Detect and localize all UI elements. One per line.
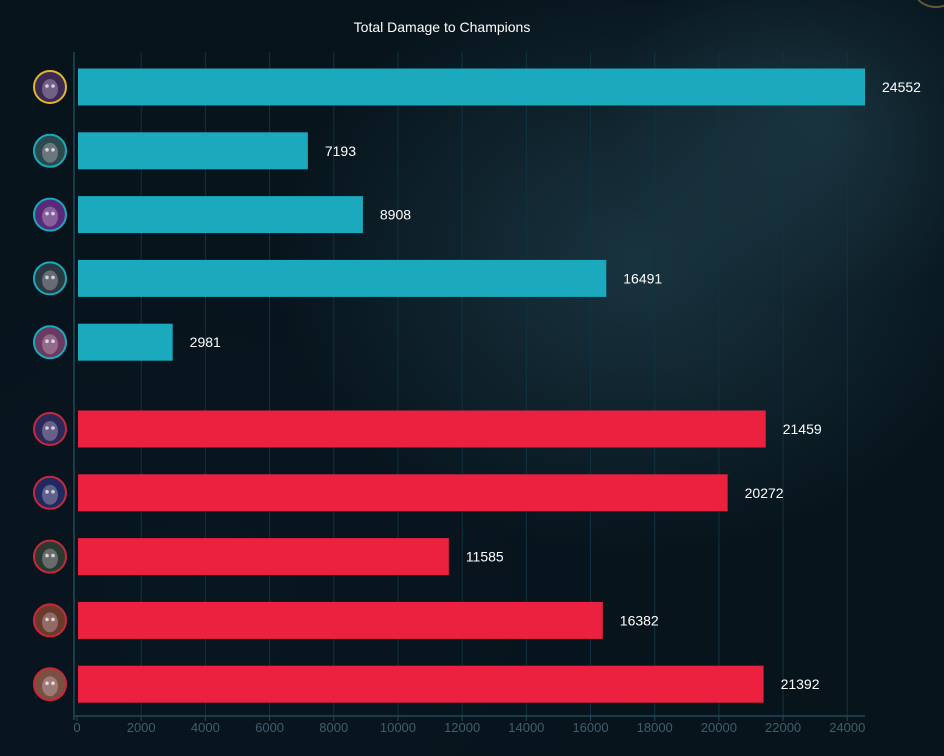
champion-portrait-icon: [33, 70, 67, 104]
chart-title: Total Damage to Champions: [353, 19, 531, 35]
champion-portrait-icon: [33, 475, 67, 510]
champion-portrait-icon: [33, 539, 67, 574]
x-tick-label: 14000: [508, 720, 544, 735]
x-tick-label: 6000: [255, 720, 284, 735]
blue-team-bar: [78, 68, 865, 106]
blue-team-bar: [78, 323, 173, 361]
blue-team-bar: [78, 132, 308, 170]
x-tick-label: 8000: [319, 720, 348, 735]
red-team-value-label: 21459: [783, 421, 822, 437]
champion-portrait-icon: [33, 603, 67, 638]
x-tick-label: 0: [73, 720, 80, 735]
x-tick-label: 22000: [765, 720, 801, 735]
x-tick-label: 20000: [701, 720, 737, 735]
blue-team-value-label: 8908: [380, 207, 411, 223]
champion-portrait-icon: [33, 325, 67, 360]
blue-team-bar: [78, 196, 363, 234]
x-tick-label: 18000: [637, 720, 673, 735]
red-team-value-label: 16382: [620, 612, 659, 628]
blue-team-value-label: 16491: [623, 270, 662, 286]
red-team-bar: [78, 601, 603, 639]
champion-portrait-icon: [33, 412, 67, 446]
blue-team-bar: [78, 259, 607, 297]
x-tick-label: 12000: [444, 720, 480, 735]
red-team-bar: [78, 474, 728, 512]
blue-team-value-label: 2981: [190, 334, 221, 350]
red-team-value-label: 20272: [745, 485, 784, 501]
blue-team-value-label: 7193: [325, 143, 356, 159]
red-team-value-label: 21392: [781, 676, 820, 692]
champion-portrait-icon: [33, 133, 67, 168]
x-tick-label: 4000: [191, 720, 220, 735]
red-team-bar: [78, 410, 766, 448]
red-team-bar: [78, 665, 764, 703]
red-team-bar: [78, 538, 449, 576]
red-team-value-label: 11585: [466, 549, 504, 565]
champion-portrait-icon: [33, 667, 67, 702]
blue-team-value-label: 24552: [882, 79, 921, 95]
x-tick-label: 24000: [829, 720, 865, 735]
champion-portrait-icon: [33, 261, 67, 296]
x-tick-label: 10000: [380, 720, 416, 735]
x-tick-label: 2000: [127, 720, 156, 735]
x-tick-label: 16000: [572, 720, 608, 735]
champion-portrait-icon: [33, 197, 67, 232]
